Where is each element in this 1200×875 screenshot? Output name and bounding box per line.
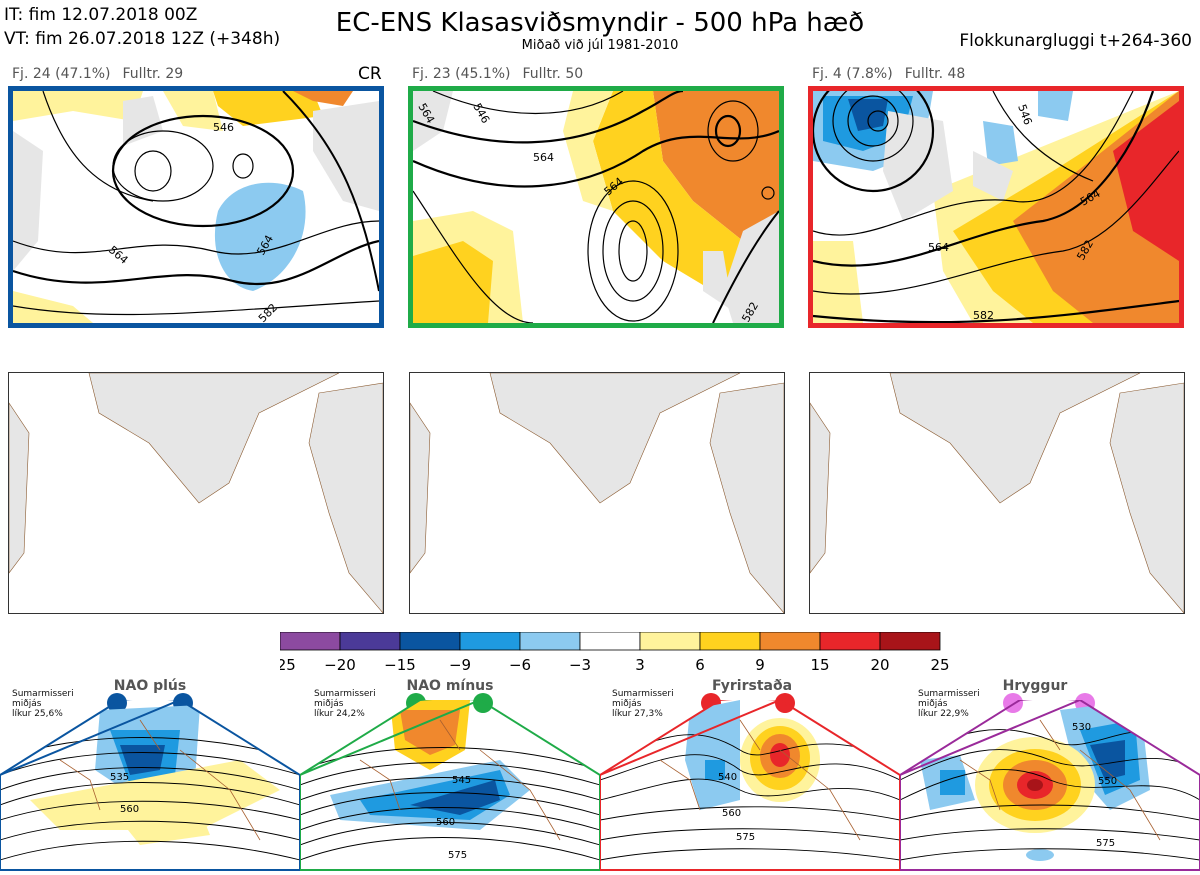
regime-2-title: NAO mínus [406,678,494,694]
empty-map-panel-1 [8,372,384,614]
empty-map-panel-3 [809,372,1185,614]
anomaly-shading [13,91,379,323]
panel-3-member: Fulltr. 48 [904,66,966,82]
regime-4-title: Hryggur [1002,678,1068,694]
colorbar-tick-label: −15 [384,656,416,674]
regime-1-title: NAO plús [113,678,187,694]
regime-map-nao-minus: 545 560 575 [299,697,601,871]
contour-label: 575 [1096,838,1115,849]
regime-4-season: Sumarmisseri miðjás líkur 22,9% [918,689,980,719]
contour-label: 560 [120,804,139,815]
panel-1-label: Fj. 24 (47.1%) Fulltr. 29 [12,66,195,82]
contour-label: 546 [470,101,492,126]
initial-time: IT: fim 12.07.2018 00Z [4,5,198,25]
colorbar-swatch [639,631,701,651]
page-title: EC-ENS Klasasviðsmyndir - 500 hPa hæð [335,8,865,38]
panel-2-cluster: Fj. 23 (45.1%) [412,66,511,82]
regime-2-season: Sumarmisseri miðjás líkur 24,2% [314,689,376,719]
contour-label: 530 [1072,722,1091,733]
panel-1-tag: CR [358,64,382,84]
panel-3-label: Fj. 4 (7.8%) Fulltr. 48 [812,66,977,82]
cluster-panel-1: 546 564 564 582 [8,86,384,328]
contour-label: 582 [256,301,280,323]
panel-1-cluster: Fj. 24 (47.1%) [12,66,111,82]
height-contours [13,91,379,316]
cluster-panel-2: 546 564 564 564 582 [408,86,784,328]
panel-2-member: Fulltr. 50 [522,66,584,82]
colorbar-tick-label: 6 [695,656,705,674]
colorbar-swatch [879,631,941,651]
colorbar-swatch [519,631,581,651]
contour-label: 546 [213,121,234,134]
colorbar-swatch [579,631,641,651]
colorbar-swatch [279,631,341,651]
colorbar-tick-label: −3 [569,656,591,674]
colorbar-swatch [699,631,761,651]
height-contours [813,91,1179,323]
page-subtitle: Miðað við júl 1981-2010 [521,38,679,53]
colorbar-swatch [819,631,881,651]
regime-map-blocking: 540 560 575 [599,697,901,871]
colorbar-swatch [759,631,821,651]
classification-window: Flokkunargluggi t+264-360 [959,31,1192,51]
regime-3-title: Fyrirstaða [711,678,793,694]
colorbar-tick-label: 15 [810,656,829,674]
colorbar: −25 −20 −15 −9 −6 −3 3 6 9 15 20 25 [264,631,960,678]
colorbar-tick-label: 3 [635,656,645,674]
contour-label: 540 [718,772,737,783]
contour-label: 545 [452,775,471,786]
anomaly-shading [413,91,779,323]
contour-label: 575 [448,850,467,861]
panel-2-label: Fj. 23 (45.1%) Fulltr. 50 [412,66,595,82]
panel-1-member: Fulltr. 29 [122,66,184,82]
contour-label: 560 [436,817,455,828]
valid-time: VT: fim 26.07.2018 12Z (+348h) [4,29,281,49]
panel-3-cluster: Fj. 4 (7.8%) [812,66,893,82]
contour-label: 535 [110,772,129,783]
contour-label: 582 [973,309,994,322]
contour-label: 564 [106,243,130,266]
colorbar-swatch [339,631,401,651]
colorbar-tick-label: −20 [324,656,356,674]
contour-label: 560 [722,808,741,819]
colorbar-tick-label: 20 [870,656,889,674]
colorbar-tick-label: 25 [930,656,949,674]
cluster-panel-3: 546 564 564 582 582 [808,86,1184,328]
regime-1-season: Sumarmisseri miðjás líkur 25,6% [12,689,74,719]
contour-label: 575 [736,832,755,843]
contour-label: 550 [1098,776,1117,787]
colorbar-tick-label: −25 [280,656,296,674]
colorbar-swatch [459,631,521,651]
contour-label: 546 [1015,103,1034,127]
height-contours [413,91,779,323]
regime-map-ridge: 530 550 575 [899,697,1200,871]
colorbar-tick-label: −9 [449,656,471,674]
contour-label: 564 [928,241,949,254]
empty-map-panel-2 [409,372,785,614]
regime-3-season: Sumarmisseri miðjás líkur 27,3% [612,689,674,719]
colorbar-swatch [399,631,461,651]
contour-label: 564 [533,151,554,164]
regime-map-nao-plus: 535 560 [0,697,301,871]
colorbar-tick-label: −6 [509,656,531,674]
colorbar-tick-label: 9 [755,656,765,674]
anomaly-shading [813,91,1179,323]
